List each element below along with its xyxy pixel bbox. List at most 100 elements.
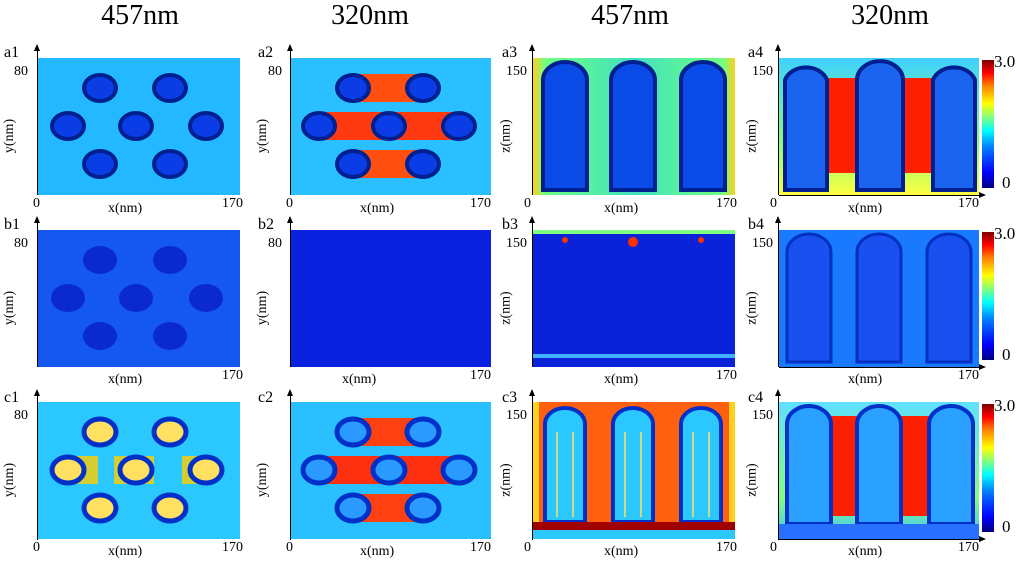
colorbar-max-label: 3.0	[994, 396, 1016, 415]
colorbar	[982, 60, 994, 188]
z-axis-label: z(nm)	[744, 463, 760, 497]
x-axis-label: x(nm)	[604, 372, 639, 387]
y-axis-line	[290, 50, 291, 195]
field-map	[779, 58, 979, 195]
field-pattern	[541, 60, 727, 192]
panel-label: c1	[4, 389, 20, 406]
x-axis-line	[779, 195, 979, 196]
z-tick-max: 150	[506, 64, 527, 79]
field-map	[779, 230, 979, 367]
field-map	[38, 402, 240, 539]
field-pattern	[50, 73, 224, 179]
panel-label: a2	[258, 44, 274, 61]
x-axis-label: x(nm)	[604, 544, 639, 559]
x-tick-max: 170	[716, 368, 737, 383]
x-tick-min: 0	[524, 540, 531, 555]
panel-label: a1	[4, 44, 20, 61]
z-axis-label: z(nm)	[498, 119, 514, 153]
x-tick-max: 170	[470, 368, 491, 383]
z-axis-label: z(nm)	[498, 291, 514, 325]
colorbar	[982, 404, 994, 532]
field-map	[291, 402, 491, 539]
x-tick-max: 170	[222, 368, 243, 383]
panel-label: c3	[502, 389, 518, 406]
x-axis-label: x(nm)	[342, 372, 377, 387]
field-pattern	[301, 73, 477, 179]
z-tick-max: 150	[752, 408, 773, 423]
y-tick-max: 80	[268, 236, 282, 251]
y-axis-line	[37, 395, 38, 540]
x-axis-label: x(nm)	[848, 544, 883, 559]
field-map	[291, 58, 491, 195]
panel-label: b2	[258, 216, 274, 233]
y-axis-line	[778, 222, 779, 367]
y-axis-arrow	[287, 44, 293, 51]
y-axis-arrow	[775, 216, 781, 223]
x-tick-min: 0	[33, 540, 40, 555]
y-tick-max: 80	[14, 236, 28, 251]
field-map	[533, 58, 735, 195]
field-pattern	[533, 402, 735, 539]
field-pattern	[300, 416, 478, 524]
z-axis-label: z(nm)	[498, 463, 514, 497]
y-axis-line	[532, 222, 533, 367]
x-tick-min: 0	[286, 196, 293, 211]
x-axis-arrow	[979, 364, 986, 370]
z-tick-max: 150	[506, 408, 527, 423]
x-tick-max: 170	[958, 368, 979, 383]
x-axis-label: x(nm)	[848, 201, 883, 216]
x-axis-label: x(nm)	[108, 201, 143, 216]
y-axis-line	[290, 222, 291, 367]
column-title-3: 457nm	[591, 0, 669, 31]
y-tick-max: 80	[14, 64, 28, 79]
panel-label: a3	[502, 44, 518, 61]
y-axis-arrow	[287, 389, 293, 396]
colorbar-min-label: 0	[1002, 517, 1011, 536]
x-axis-arrow	[979, 192, 986, 198]
x-tick-min: 0	[286, 540, 293, 555]
z-axis-label: z(nm)	[744, 291, 760, 325]
y-axis-arrow	[775, 44, 781, 51]
x-axis-arrow	[979, 536, 986, 542]
x-tick-min: 0	[770, 540, 777, 555]
field-pattern	[533, 230, 735, 358]
column-title-1: 457nm	[101, 0, 179, 31]
y-axis-line	[532, 50, 533, 195]
y-axis-line	[290, 395, 291, 540]
y-axis-line	[778, 50, 779, 195]
field-pattern	[779, 404, 979, 539]
y-axis-line	[532, 395, 533, 540]
y-axis-line	[778, 395, 779, 540]
x-tick-max: 170	[470, 196, 491, 211]
y-axis-arrow	[529, 44, 535, 51]
colorbar-min-label: 0	[1002, 345, 1011, 364]
y-axis-arrow	[529, 216, 535, 223]
y-axis-label: y(nm)	[2, 118, 18, 154]
x-axis-line	[779, 367, 979, 368]
x-tick-max: 170	[958, 196, 979, 211]
panel-label: a4	[748, 44, 764, 61]
y-axis-label: y(nm)	[255, 118, 271, 154]
x-tick-max: 170	[222, 540, 243, 555]
z-tick-max: 150	[752, 64, 773, 79]
panel-label: b1	[4, 216, 20, 233]
x-tick-min: 0	[770, 196, 777, 211]
field-map	[38, 58, 240, 195]
z-tick-max: 150	[752, 236, 773, 251]
field-map	[291, 230, 491, 367]
panel-label: b3	[502, 216, 518, 233]
x-axis-label: x(nm)	[360, 544, 395, 559]
field-map	[533, 230, 735, 367]
y-axis-label: y(nm)	[2, 462, 18, 498]
field-pattern	[49, 416, 225, 524]
colorbar	[982, 232, 994, 360]
field-map	[779, 402, 979, 539]
z-tick-max: 150	[506, 236, 527, 251]
field-pattern	[783, 59, 977, 192]
x-tick-max: 170	[716, 540, 737, 555]
x-axis-label: x(nm)	[360, 201, 395, 216]
field-map	[38, 230, 240, 367]
column-title-2: 320nm	[331, 0, 409, 31]
panel-label: c2	[258, 389, 274, 406]
z-axis-label: z(nm)	[744, 119, 760, 153]
